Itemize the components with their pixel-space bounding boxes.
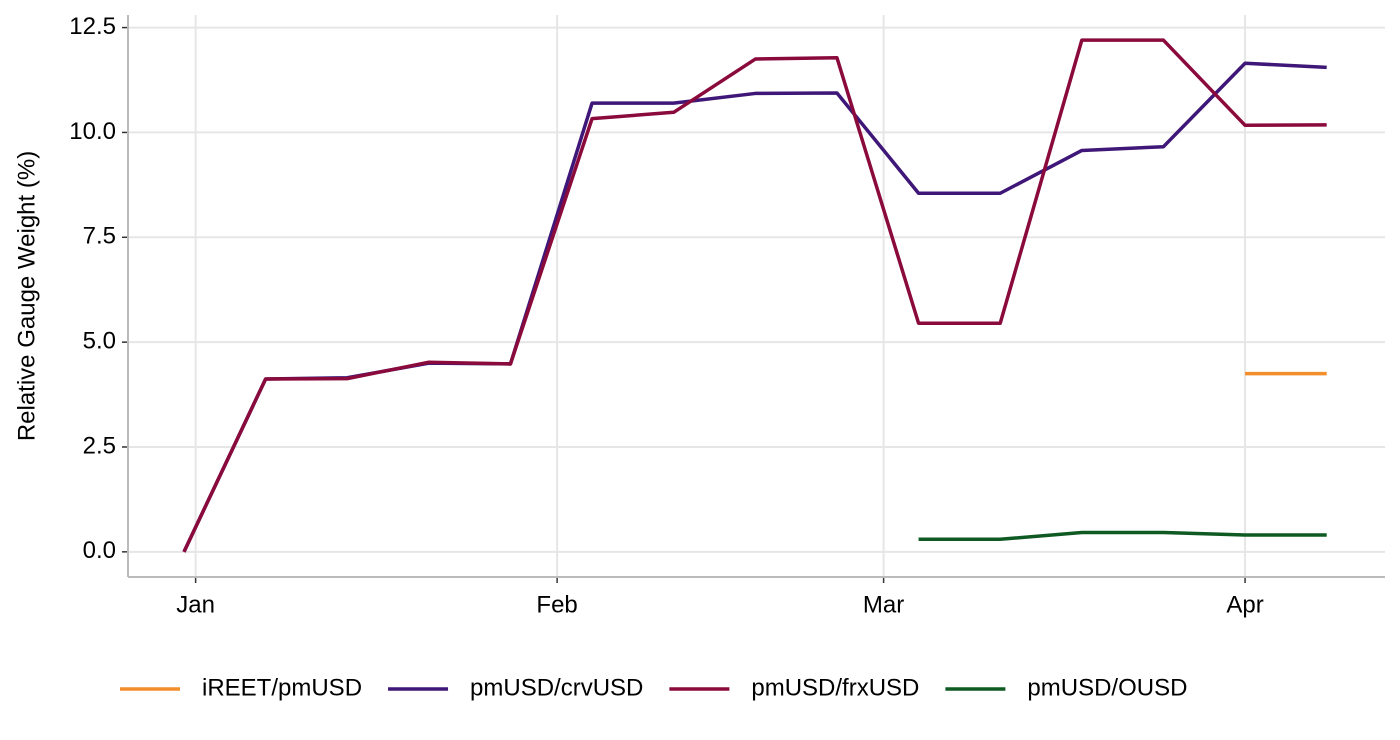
- legend-label: iREET/pmUSD: [202, 674, 362, 701]
- y-tick-label: 12.5: [69, 13, 116, 40]
- series-line: [182, 38, 1327, 553]
- y-tick-label: 0.0: [83, 537, 116, 564]
- x-tick-label: Apr: [1226, 591, 1263, 618]
- x-tick-label: Feb: [536, 591, 577, 618]
- legend-label: pmUSD/crvUSD: [470, 674, 643, 701]
- y-tick-label: 5.0: [83, 327, 116, 354]
- series-line: [918, 530, 1327, 542]
- x-tick-label: Mar: [863, 591, 904, 618]
- legend-label: pmUSD/OUSD: [1027, 674, 1187, 701]
- series-line: [182, 61, 1327, 553]
- legend-label: pmUSD/frxUSD: [751, 674, 919, 701]
- y-axis-label: Relative Gauge Weight (%): [13, 151, 40, 441]
- y-tick-label: 10.0: [69, 118, 116, 145]
- y-tick-label: 7.5: [83, 223, 116, 250]
- x-tick-label: Jan: [176, 591, 215, 618]
- y-tick-label: 2.5: [83, 432, 116, 459]
